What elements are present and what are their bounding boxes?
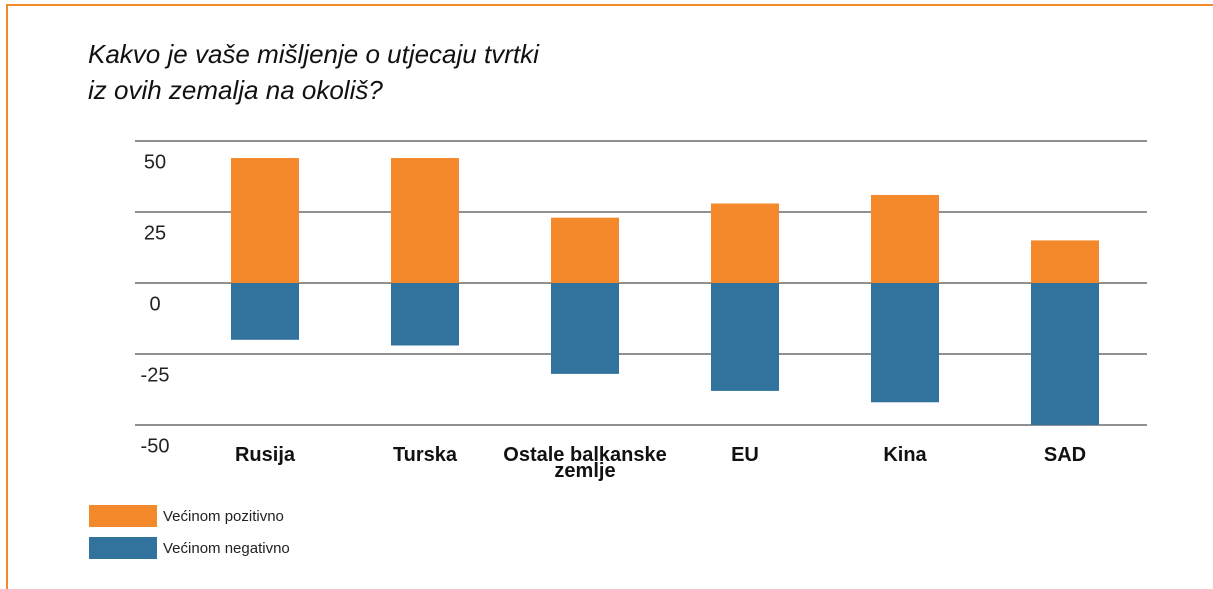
legend-swatch bbox=[89, 537, 157, 559]
bar bbox=[391, 158, 459, 283]
legend-swatch bbox=[89, 505, 157, 527]
bar bbox=[711, 203, 779, 283]
x-tick-label: EU bbox=[731, 444, 759, 466]
bar bbox=[231, 158, 299, 283]
bar bbox=[231, 283, 299, 340]
bar bbox=[711, 283, 779, 391]
y-tick-label: 0 bbox=[149, 293, 160, 315]
bar bbox=[551, 217, 619, 283]
x-tick-label: Turska bbox=[392, 444, 458, 466]
bar bbox=[871, 283, 939, 403]
y-tick-label: 25 bbox=[144, 222, 166, 244]
x-tick-label: Rusija bbox=[234, 444, 296, 466]
x-tick-label: SAD bbox=[1043, 444, 1087, 466]
x-tick-label: Ostale balkanske zemlje bbox=[503, 444, 667, 482]
bar bbox=[551, 283, 619, 374]
frame bbox=[6, 4, 1213, 6]
y-tick-label: 50 bbox=[144, 151, 166, 173]
y-tick-label: -50 bbox=[141, 435, 170, 457]
legend-label: Većinom negativno bbox=[163, 539, 290, 557]
legend-label: Većinom pozitivno bbox=[163, 507, 284, 525]
bar bbox=[391, 283, 459, 346]
bar bbox=[1031, 283, 1099, 425]
y-tick-label: -25 bbox=[141, 364, 170, 386]
bar bbox=[1031, 240, 1099, 283]
legend-item: Većinom negativno bbox=[89, 537, 290, 559]
x-tick-label: Kina bbox=[883, 444, 927, 466]
legend-item: Većinom pozitivno bbox=[89, 505, 284, 527]
frame bbox=[6, 4, 8, 589]
chart-title: Kakvo je vaše mišljenje o utjecaju tvrtk… bbox=[88, 39, 539, 105]
bar bbox=[871, 194, 939, 283]
